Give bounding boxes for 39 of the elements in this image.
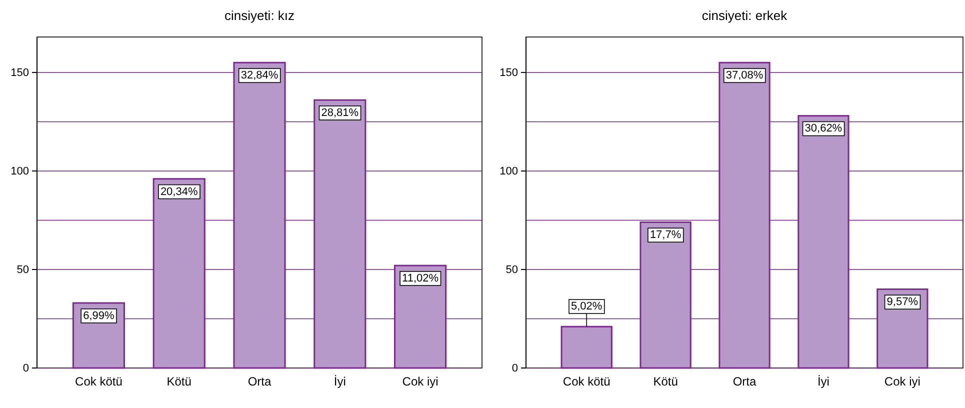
bar — [640, 221, 692, 369]
annotation: 17,7% — [650, 229, 682, 242]
x-tick-label: Orta — [248, 374, 272, 388]
bar — [314, 99, 366, 369]
annotation: 32,84% — [240, 70, 278, 82]
annotation: 11,02% — [402, 272, 439, 284]
annotation: 9,57% — [886, 296, 918, 308]
bar — [152, 178, 206, 369]
y-tick-label: 0 — [22, 362, 29, 375]
x-tick-label: Cok kötü — [562, 374, 610, 388]
annotation: 28,81% — [321, 106, 359, 119]
annotation: 30,62% — [804, 122, 842, 135]
y-tick-label: 0 — [512, 362, 518, 375]
x-tick-label: İyi — [817, 374, 830, 388]
x-tick-label: Orta — [732, 374, 756, 388]
annotation: 5,02% — [570, 300, 602, 313]
chart-title: cinsiyeti: erkek — [702, 8, 788, 23]
annotation: 20,34% — [160, 186, 198, 198]
y-tick-label: 50 — [506, 264, 518, 276]
bar — [233, 62, 286, 369]
bar — [798, 115, 850, 369]
x-tick-label: Cok kötü — [75, 374, 122, 388]
y-tick-label: 100 — [500, 165, 518, 178]
y-tick-label: 50 — [16, 264, 29, 276]
x-tick-label: İyi — [334, 374, 346, 388]
bar — [718, 62, 770, 369]
y-tick-label: 150 — [500, 66, 518, 79]
x-tick-label: Cok iyi — [884, 374, 920, 388]
annotation: 37,08% — [726, 70, 764, 82]
annotation: 6,99% — [83, 310, 115, 322]
chart-title: cinsiyeti: kız — [224, 8, 295, 23]
bar — [394, 264, 447, 369]
x-tick-label: Cok iyi — [402, 374, 438, 388]
x-tick-label: Kötü — [653, 374, 678, 388]
x-tick-label: Kötü — [166, 374, 192, 388]
bar — [560, 326, 612, 369]
y-tick-label: 150 — [10, 66, 29, 79]
bar — [876, 288, 928, 369]
y-tick-label: 100 — [10, 165, 29, 178]
